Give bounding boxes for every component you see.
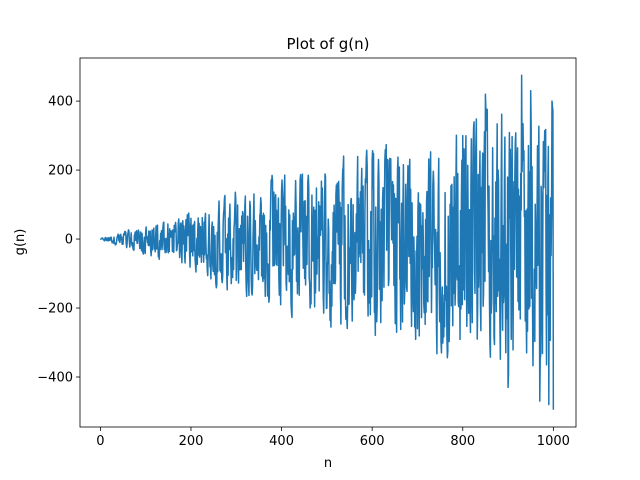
x-tick-label: 1000 (537, 434, 570, 449)
x-axis-label: n (324, 456, 332, 471)
y-axis-label: g(n) (13, 229, 28, 256)
plot-area: 0 200 400 600 800 1000 −400 −200 0 200 400 (37, 57, 577, 449)
y-tick-label: −200 (37, 302, 73, 317)
axes-frame (79, 57, 577, 428)
y-tick-label: −400 (37, 370, 73, 385)
x-tick-label: 200 (179, 434, 204, 449)
x-tick-label: 400 (269, 434, 294, 449)
y-tick-label: 400 (48, 95, 73, 110)
y-tick-label: 200 (48, 164, 73, 179)
x-tick-label: 800 (450, 434, 475, 449)
x-tick-label: 600 (360, 434, 385, 449)
series-line (100, 74, 555, 410)
x-tick-label: 0 (96, 434, 104, 449)
y-tick-label: 0 (65, 233, 73, 248)
chart-title: Plot of g(n) (287, 35, 370, 53)
